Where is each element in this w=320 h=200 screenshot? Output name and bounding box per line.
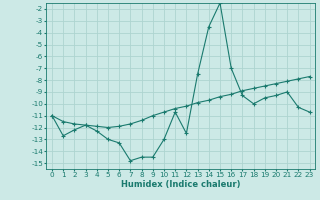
X-axis label: Humidex (Indice chaleur): Humidex (Indice chaleur) bbox=[121, 180, 241, 189]
